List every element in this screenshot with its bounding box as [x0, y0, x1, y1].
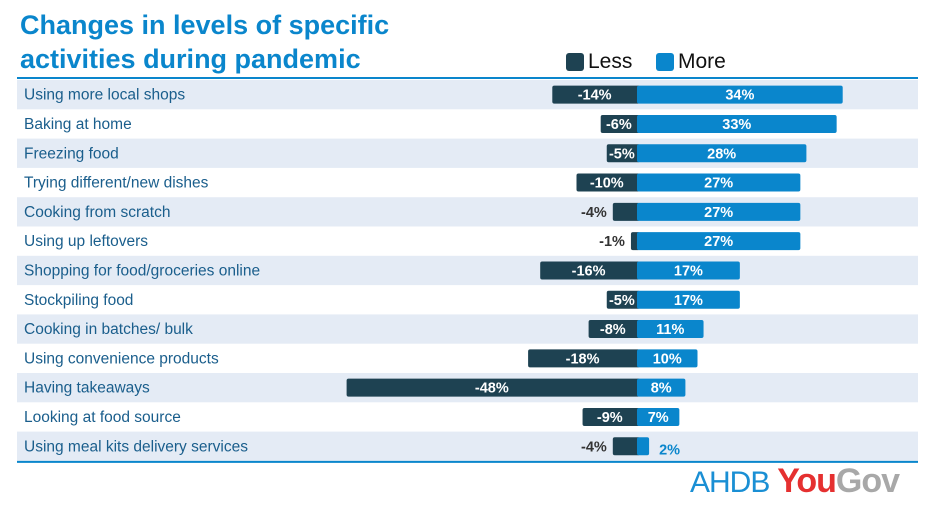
chart-title: Changes in levels of specific activities…	[20, 10, 390, 74]
category-label: Looking at food source	[24, 409, 181, 426]
legend-more: More	[656, 50, 726, 74]
legend-label-less: Less	[588, 50, 633, 73]
bar-less	[540, 261, 640, 280]
data-label-more: 27%	[704, 205, 733, 221]
bar-more	[637, 437, 650, 456]
data-label-more: 7%	[648, 410, 669, 426]
bar-more	[637, 85, 843, 104]
category-label: Having takeaways	[24, 380, 150, 397]
category-label: Cooking from scratch	[24, 204, 170, 221]
bar-less	[612, 202, 640, 221]
data-label-less: -8%	[600, 322, 626, 338]
bar-less	[552, 85, 640, 104]
data-label-less: -9%	[597, 410, 623, 426]
category-label: Trying different/new dishes	[24, 175, 209, 192]
bar-more	[637, 349, 698, 368]
bar-more	[637, 407, 680, 426]
category-label: Baking at home	[24, 116, 132, 133]
bar-more	[637, 114, 837, 133]
legend-swatch-more	[656, 53, 674, 71]
row-band	[17, 431, 918, 461]
bar-less	[612, 437, 640, 456]
category-label: Using meal kits delivery services	[24, 438, 248, 455]
data-label-less: -14%	[578, 88, 612, 104]
data-label-less: -6%	[606, 117, 632, 133]
category-label: Shopping for food/groceries online	[24, 262, 260, 279]
bar-less	[588, 320, 640, 339]
bar-less	[606, 144, 640, 163]
data-label-more: 10%	[653, 351, 682, 367]
data-label-more: 8%	[651, 381, 672, 397]
bar-more	[637, 261, 740, 280]
bar-more	[637, 144, 807, 163]
legend-swatch-less	[566, 53, 584, 71]
data-label-less: -10%	[590, 176, 624, 192]
data-label-less: -5%	[609, 146, 635, 162]
category-label: Using more local shops	[24, 87, 185, 104]
data-label-more: 11%	[656, 322, 684, 338]
category-label: Cooking in batches/ bulk	[24, 321, 193, 338]
category-label: Freezing food	[24, 145, 119, 162]
bar-less	[600, 114, 640, 133]
bar-more	[637, 173, 801, 192]
bar-more	[637, 378, 686, 397]
bar-less	[528, 349, 640, 368]
bar-more	[637, 202, 801, 221]
category-label: Using up leftovers	[24, 233, 148, 250]
bar-less	[606, 290, 640, 309]
data-label-more: 17%	[674, 263, 703, 279]
category-label: Using convenience products	[24, 350, 219, 367]
data-label-less: -48%	[475, 381, 509, 397]
bar-less	[576, 173, 640, 192]
data-label-less: -16%	[572, 263, 606, 279]
data-label-less: -18%	[566, 351, 600, 367]
data-label-less: -1%	[599, 234, 625, 250]
row-band	[17, 255, 918, 286]
legend-less: Less	[566, 50, 632, 74]
data-label-more: 27%	[704, 234, 733, 250]
data-label-less: -4%	[581, 439, 607, 455]
ahdb-yougov-logo: AHDB YouGov	[690, 462, 900, 500]
data-label-less: -5%	[609, 293, 635, 309]
legend-label-more: More	[678, 50, 726, 73]
bar-more	[637, 320, 704, 339]
data-label-more: 28%	[707, 146, 736, 162]
bar-more	[637, 290, 740, 309]
data-label-more: 34%	[725, 88, 754, 104]
data-label-more: 2%	[659, 442, 680, 458]
data-label-less: -4%	[581, 205, 607, 221]
bar-less	[582, 407, 640, 426]
data-label-more: 33%	[722, 117, 751, 133]
bar-less	[346, 378, 640, 397]
data-label-more: 17%	[674, 293, 703, 309]
data-label-more: 27%	[704, 176, 733, 192]
row-band	[17, 314, 918, 344]
bar-more	[637, 232, 801, 251]
category-label: Stockpiling food	[24, 292, 133, 309]
